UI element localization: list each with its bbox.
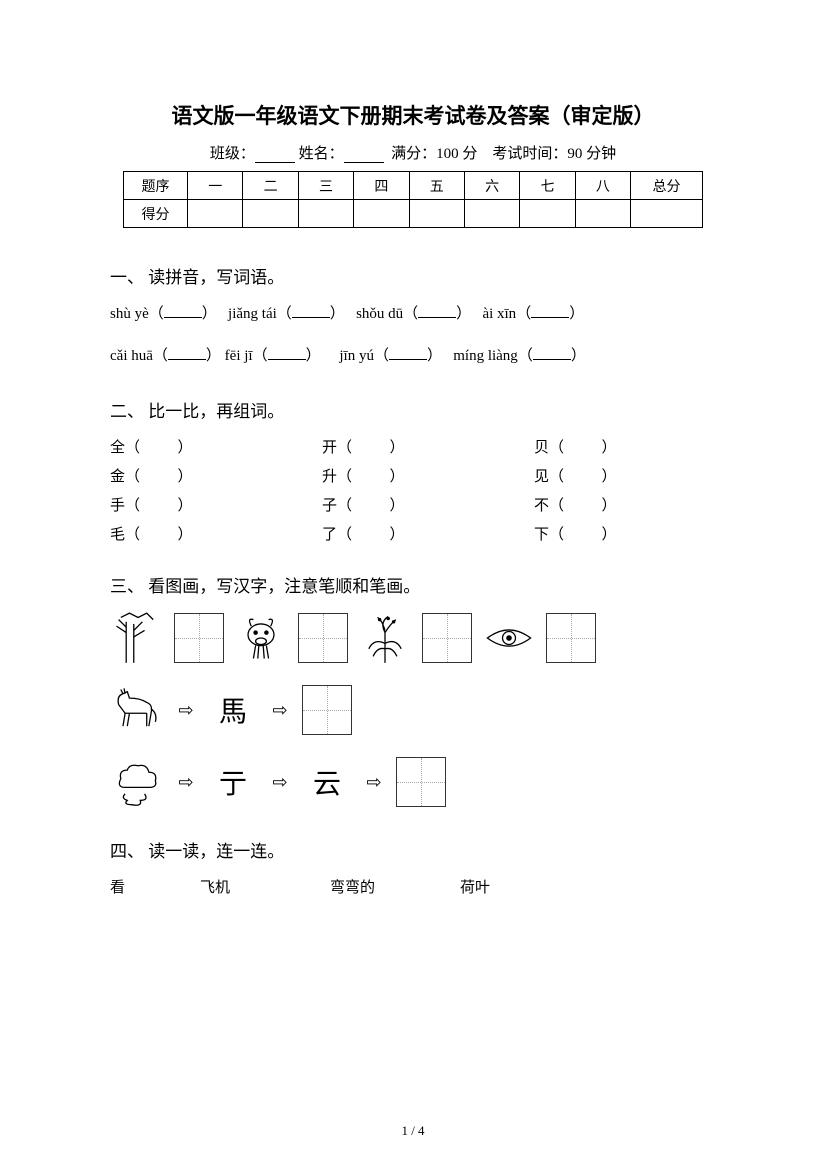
- pinyin-line-2: cǎi huā（） fēi jī（） jīn yú（） míng liàng（）: [110, 344, 716, 370]
- char-grid[interactable]: [302, 685, 352, 735]
- image-row-3: ⇨ 亍 ⇨ 云 ⇨: [110, 755, 716, 809]
- table-cell[interactable]: [354, 200, 409, 228]
- cloud-icon: [110, 755, 164, 809]
- pinyin-blank[interactable]: [531, 306, 569, 318]
- compare-item[interactable]: 金（ ）: [110, 465, 292, 486]
- compare-grid: 全（ ） 开（ ） 贝（ ） 金（ ） 升（ ） 见（ ） 手（ ） 子（ ） …: [110, 436, 716, 544]
- compare-item[interactable]: 贝（ ）: [534, 436, 716, 457]
- class-blank[interactable]: [255, 149, 295, 163]
- fullscore-value: 100 分: [436, 146, 477, 162]
- meta-line: 班级： 姓名： 满分：100 分 考试时间：90 分钟: [110, 142, 716, 163]
- score-table: 题序 一 二 三 四 五 六 七 八 总分 得分: [123, 171, 703, 228]
- pinyin-item: jīn yú: [339, 348, 374, 364]
- pinyin-item: shù yè: [110, 306, 149, 322]
- table-cell[interactable]: [464, 200, 519, 228]
- match-row: 看 飞机 弯弯的 荷叶: [110, 876, 716, 897]
- compare-item[interactable]: 见（ ）: [534, 465, 716, 486]
- pinyin-blank[interactable]: [533, 348, 571, 360]
- pinyin-blank[interactable]: [292, 306, 330, 318]
- pinyin-blank[interactable]: [418, 306, 456, 318]
- examtime-value: 90 分钟: [567, 146, 616, 162]
- image-row-2: ⇨ 馬 ⇨: [110, 683, 716, 737]
- examtime-label: 考试时间：: [492, 146, 567, 162]
- table-cell: 四: [354, 172, 409, 200]
- pinyin-blank[interactable]: [389, 348, 427, 360]
- char-grid[interactable]: [546, 613, 596, 663]
- arrow-icon: ⇨: [362, 772, 386, 793]
- pinyin-blank[interactable]: [268, 348, 306, 360]
- table-cell[interactable]: [298, 200, 353, 228]
- ancient-glyph: 亍: [208, 757, 258, 807]
- table-cell: 得分: [124, 200, 188, 228]
- compare-item[interactable]: 开（ ）: [322, 436, 504, 457]
- compare-item[interactable]: 子（ ）: [322, 494, 504, 515]
- section4-title: 四、 读一读，连一连。: [110, 837, 716, 862]
- compare-item[interactable]: 下（ ）: [534, 523, 716, 544]
- pinyin-item: cǎi huā: [110, 348, 153, 364]
- name-label: 姓名：: [299, 146, 344, 162]
- arrow-icon: ⇨: [268, 772, 292, 793]
- match-item[interactable]: 荷叶: [460, 876, 580, 897]
- eye-icon: [482, 611, 536, 665]
- table-cell[interactable]: [243, 200, 298, 228]
- section3-title: 三、 看图画，写汉字，注意笔顺和笔画。: [110, 572, 716, 597]
- match-item[interactable]: 飞机: [200, 876, 330, 897]
- table-cell[interactable]: [575, 200, 630, 228]
- compare-item[interactable]: 升（ ）: [322, 465, 504, 486]
- page-title: 语文版一年级语文下册期末考试卷及答案（审定版）: [110, 100, 716, 130]
- ancient-glyph: 馬: [208, 685, 258, 735]
- pinyin-blank[interactable]: [168, 348, 206, 360]
- table-cell[interactable]: [520, 200, 575, 228]
- table-cell[interactable]: [631, 200, 703, 228]
- compare-item[interactable]: 手（ ）: [110, 494, 292, 515]
- pinyin-item: jiǎng tái: [228, 306, 277, 322]
- bamboo-icon: [110, 611, 164, 665]
- table-cell: 题序: [124, 172, 188, 200]
- pinyin-blank[interactable]: [164, 306, 202, 318]
- pinyin-item: shǒu dū: [356, 306, 403, 322]
- rice-plant-icon: [358, 611, 412, 665]
- table-cell: 八: [575, 172, 630, 200]
- compare-item[interactable]: 不（ ）: [534, 494, 716, 515]
- table-cell: 五: [409, 172, 464, 200]
- table-cell: 二: [243, 172, 298, 200]
- table-cell: 总分: [631, 172, 703, 200]
- page-number: 1 / 4: [0, 1123, 826, 1139]
- class-label: 班级：: [210, 146, 255, 162]
- match-item[interactable]: 弯弯的: [330, 876, 460, 897]
- pinyin-line-1: shù yè（） jiǎng tái（） shǒu dū（） ài xīn（）: [110, 302, 716, 328]
- compare-item[interactable]: 全（ ）: [110, 436, 292, 457]
- table-cell: 三: [298, 172, 353, 200]
- pinyin-item: ài xīn: [482, 306, 516, 322]
- table-cell[interactable]: [409, 200, 464, 228]
- name-blank[interactable]: [344, 149, 384, 163]
- match-item[interactable]: 看: [110, 876, 200, 897]
- table-row: 得分: [124, 200, 703, 228]
- fullscore-label: 满分：: [391, 146, 436, 162]
- compare-item[interactable]: 了（ ）: [322, 523, 504, 544]
- ancient-glyph: 云: [302, 757, 352, 807]
- compare-item[interactable]: 毛（ ）: [110, 523, 292, 544]
- pinyin-item: míng liàng: [453, 348, 518, 364]
- char-grid[interactable]: [396, 757, 446, 807]
- section1-title: 一、 读拼音，写词语。: [110, 263, 716, 288]
- image-row-1: [110, 611, 716, 665]
- arrow-icon: ⇨: [268, 700, 292, 721]
- table-row: 题序 一 二 三 四 五 六 七 八 总分: [124, 172, 703, 200]
- table-cell[interactable]: [188, 200, 243, 228]
- pinyin-item: fēi jī: [225, 348, 253, 364]
- horse-icon: [110, 683, 164, 737]
- table-cell: 七: [520, 172, 575, 200]
- table-cell: 六: [464, 172, 519, 200]
- table-cell: 一: [188, 172, 243, 200]
- char-grid[interactable]: [422, 613, 472, 663]
- arrow-icon: ⇨: [174, 772, 198, 793]
- section2-title: 二、 比一比，再组词。: [110, 397, 716, 422]
- char-grid[interactable]: [298, 613, 348, 663]
- char-grid[interactable]: [174, 613, 224, 663]
- arrow-icon: ⇨: [174, 700, 198, 721]
- cow-icon: [234, 611, 288, 665]
